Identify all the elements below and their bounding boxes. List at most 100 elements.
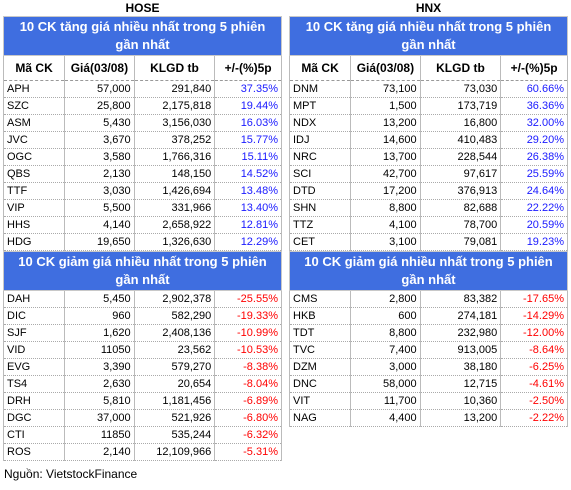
cell: 58,000 bbox=[350, 375, 421, 393]
cell: 32.00% bbox=[500, 114, 568, 132]
cell: 3,670 bbox=[64, 131, 135, 149]
cell: -4.61% bbox=[500, 375, 568, 393]
data-row: NAG 4,400 13,200 -2.22% bbox=[288, 409, 568, 427]
cell: 11,700 bbox=[350, 392, 421, 410]
cell: 57,000 bbox=[64, 80, 135, 98]
cell: 535,244 bbox=[133, 426, 216, 444]
cell: 12,715 bbox=[419, 375, 502, 393]
cell: TTZ bbox=[288, 216, 352, 234]
cell: 5,450 bbox=[64, 291, 135, 308]
data-row: DNC 58,000 12,715 -4.61% bbox=[288, 375, 568, 393]
cell: 8,800 bbox=[350, 324, 421, 342]
column-header: Mã CK bbox=[2, 56, 66, 81]
cell: 4,140 bbox=[64, 216, 135, 234]
cell: 7,400 bbox=[350, 341, 421, 359]
stock-table: Mã CK Giá(03/08) KLGD tb +/-(%)5p DNM 73,100 7… bbox=[288, 56, 568, 251]
data-row: DIC 960 582,290 -19.33% bbox=[2, 307, 282, 325]
section-title: 10 CK tăng giá nhiều nhất trong 5 phiên … bbox=[289, 16, 568, 56]
data-row: EVG 3,390 579,270 -8.38% bbox=[2, 358, 282, 376]
data-row: QBS 2,130 148,150 14.52% bbox=[2, 165, 282, 183]
cell: 38,180 bbox=[419, 358, 502, 376]
data-row: NRC 13,700 228,544 26.38% bbox=[288, 148, 568, 166]
cell: 13,200 bbox=[419, 409, 502, 427]
data-row: CTI 11850 535,244 -6.32% bbox=[2, 426, 282, 444]
cell: 600 bbox=[350, 307, 421, 325]
cell: VIT bbox=[288, 392, 352, 410]
cell: 331,966 bbox=[133, 199, 216, 217]
cell: 19.44% bbox=[214, 97, 282, 115]
data-row: ASM 5,430 3,156,030 16.03% bbox=[2, 114, 282, 132]
data-row: DGC 37,000 521,926 -6.80% bbox=[2, 409, 282, 427]
cell: HKB bbox=[288, 307, 352, 325]
hnx-panel: HNX 10 CK tăng giá nhiều nhất trong 5 phi… bbox=[288, 0, 568, 427]
cell: -6.25% bbox=[500, 358, 568, 376]
cell: 3,030 bbox=[64, 182, 135, 200]
cell: 2,800 bbox=[350, 291, 421, 308]
data-row: CMS 2,800 83,382 -17.65% bbox=[288, 291, 568, 308]
header-row: Mã CK Giá(03/08) KLGD tb +/-(%)5p bbox=[288, 56, 568, 81]
cell: NDX bbox=[288, 114, 352, 132]
stock-table: DAH 5,450 2,902,378 -25.55% DIC 960 582,290 -19… bbox=[2, 291, 282, 461]
cell: -12.00% bbox=[500, 324, 568, 342]
cell: 2,175,818 bbox=[133, 97, 216, 115]
cell: 82,688 bbox=[419, 199, 502, 217]
cell: 36.36% bbox=[500, 97, 568, 115]
data-row: SHN 8,800 82,688 22.22% bbox=[288, 199, 568, 217]
data-row: VIP 5,500 331,966 13.40% bbox=[2, 199, 282, 217]
cell: -2.22% bbox=[500, 409, 568, 427]
cell: 14.52% bbox=[214, 165, 282, 183]
column-header: KLGD tb bbox=[419, 56, 502, 81]
column-header: KLGD tb bbox=[133, 56, 216, 81]
data-row: HHS 4,140 2,658,922 12.81% bbox=[2, 216, 282, 234]
cell: 2,140 bbox=[64, 443, 135, 461]
cell: 42,700 bbox=[350, 165, 421, 183]
column-header: Mã CK bbox=[288, 56, 352, 81]
cell: 13.48% bbox=[214, 182, 282, 200]
cell: 5,810 bbox=[64, 392, 135, 410]
cell: -10.53% bbox=[214, 341, 282, 359]
cell: HDG bbox=[2, 233, 66, 251]
cell: CET bbox=[288, 233, 352, 251]
header-row: Mã CK Giá(03/08) KLGD tb +/-(%)5p bbox=[2, 56, 282, 81]
cell: 3,156,030 bbox=[133, 114, 216, 132]
data-row: DNM 73,100 73,030 60.66% bbox=[288, 80, 568, 98]
cell: DNM bbox=[288, 80, 352, 98]
data-row: ROS 2,140 12,109,966 -5.31% bbox=[2, 443, 282, 461]
data-row: MPT 1,500 173,719 36.36% bbox=[288, 97, 568, 115]
cell: 3,580 bbox=[64, 148, 135, 166]
cell: DIC bbox=[2, 307, 66, 325]
cell: DAH bbox=[2, 291, 66, 308]
cell: 8,800 bbox=[350, 199, 421, 217]
cell: 19,650 bbox=[64, 233, 135, 251]
market-title: HNX bbox=[415, 1, 442, 15]
cell: 291,840 bbox=[133, 80, 216, 98]
cell: 913,005 bbox=[419, 341, 502, 359]
cell: 25,800 bbox=[64, 97, 135, 115]
cell: 16.03% bbox=[214, 114, 282, 132]
data-row: TVC 7,400 913,005 -8.64% bbox=[288, 341, 568, 359]
cell: 521,926 bbox=[133, 409, 216, 427]
data-row: DTD 17,200 376,913 24.64% bbox=[288, 182, 568, 200]
cell: 173,719 bbox=[419, 97, 502, 115]
cell: 5,500 bbox=[64, 199, 135, 217]
cell: 148,150 bbox=[133, 165, 216, 183]
data-row: IDJ 14,600 410,483 29.20% bbox=[288, 131, 568, 149]
cell: VIP bbox=[2, 199, 66, 217]
cell: 4,100 bbox=[350, 216, 421, 234]
stock-table: CMS 2,800 83,382 -17.65% HKB 600 274,181 -14.29… bbox=[288, 291, 568, 427]
cell: 1,326,630 bbox=[133, 233, 216, 251]
cell: -6.89% bbox=[214, 392, 282, 410]
data-row: DAH 5,450 2,902,378 -25.55% bbox=[2, 291, 282, 308]
cell: 73,100 bbox=[350, 80, 421, 98]
column-header: +/-(%)5p bbox=[214, 56, 282, 81]
cell: 376,913 bbox=[419, 182, 502, 200]
cell: SJF bbox=[2, 324, 66, 342]
cell: 2,658,922 bbox=[133, 216, 216, 234]
cell: TVC bbox=[288, 341, 352, 359]
cell: TDT bbox=[288, 324, 352, 342]
cell: 20.59% bbox=[500, 216, 568, 234]
cell: 23,562 bbox=[133, 341, 216, 359]
cell: 78,700 bbox=[419, 216, 502, 234]
cell: ASM bbox=[2, 114, 66, 132]
data-row: DRH 5,810 1,181,456 -6.89% bbox=[2, 392, 282, 410]
